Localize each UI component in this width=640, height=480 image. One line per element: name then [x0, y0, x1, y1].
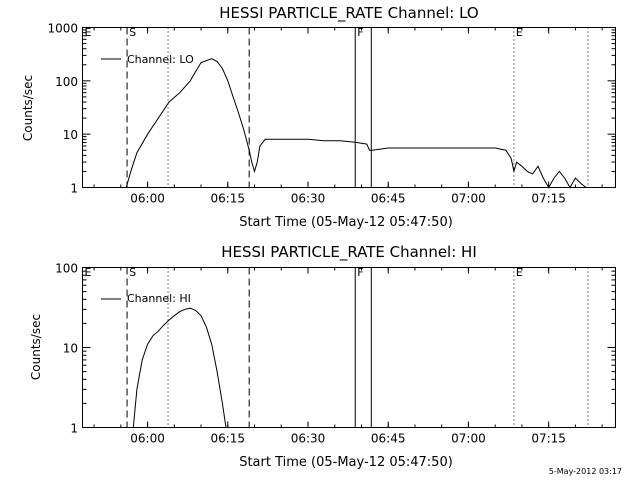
- hi-marker-label: S: [129, 266, 136, 279]
- lo-axis-ticks: 06:00 06:15 06:30 06:45 07:00 07:15 1 10 100 1000: [47, 22, 616, 206]
- hi-marker-label: F: [357, 266, 363, 279]
- lo-x-axis-label: Start Time (05-May-12 05:47:50): [239, 215, 453, 230]
- hi-x-tick-label: 07:15: [531, 432, 566, 446]
- hi-series-line: [132, 307, 227, 428]
- hi-plot-frame: [82, 267, 616, 428]
- hi-x-tick-label: 07:00: [451, 432, 486, 446]
- hi-y-tick-label: 100: [55, 262, 78, 276]
- lo-x-tick-label: 07:00: [451, 192, 486, 206]
- lo-legend: Channel: LO: [101, 53, 194, 66]
- lo-y-axis-label: Counts/sec: [21, 75, 35, 141]
- hi-chart-title: HESSI PARTICLE_RATE Channel: HI: [221, 243, 477, 262]
- hi-y-tick-label: 1: [70, 422, 78, 436]
- hi-marker-label: E: [516, 266, 523, 279]
- lo-x-tick-label: 06:30: [291, 192, 326, 206]
- lo-x-tick-label: 07:15: [531, 192, 566, 206]
- lo-marker-label: S: [129, 26, 136, 39]
- hi-y-tick-label: 10: [63, 342, 78, 356]
- lo-panel: HESSI PARTICLE_RATE Channel: LO Counts/s…: [21, 4, 616, 230]
- lo-marker-label: F: [357, 26, 363, 39]
- lo-y-tick-label: 1000: [47, 22, 78, 36]
- hi-x-tick-label: 06:30: [291, 432, 326, 446]
- lo-x-tick-label: 06:15: [210, 192, 245, 206]
- lo-legend-entry: Channel: LO: [127, 53, 194, 66]
- hi-marker-label: E: [85, 266, 92, 279]
- hi-panel: HESSI PARTICLE_RATE Channel: HI Counts/s…: [29, 243, 616, 470]
- lo-series-line: [125, 58, 587, 189]
- hi-x-tick-label: 06:15: [210, 432, 245, 446]
- lo-plot-frame: [82, 27, 616, 188]
- hi-y-axis-label: Counts/sec: [29, 314, 43, 380]
- lo-marker-label: E: [85, 26, 92, 39]
- hi-legend: Channel: HI: [101, 292, 191, 305]
- lo-x-tick-label: 06:45: [371, 192, 406, 206]
- footer-timestamp: 5-May-2012 03:17: [549, 467, 622, 476]
- lo-marker-label: E: [516, 26, 523, 39]
- lo-y-tick-label: 100: [55, 75, 78, 89]
- lo-y-tick-label: 1: [70, 182, 78, 196]
- hi-x-tick-label: 06:45: [371, 432, 406, 446]
- lo-chart-title: HESSI PARTICLE_RATE Channel: LO: [219, 4, 478, 23]
- lo-series: [125, 58, 587, 189]
- hi-x-axis-label: Start Time (05-May-12 05:47:50): [239, 455, 453, 470]
- lo-x-tick-label: 06:00: [130, 192, 165, 206]
- hi-legend-entry: Channel: HI: [127, 292, 191, 305]
- hi-series: [132, 307, 227, 428]
- lo-y-tick-label: 10: [63, 128, 78, 142]
- hi-x-tick-label: 06:00: [130, 432, 165, 446]
